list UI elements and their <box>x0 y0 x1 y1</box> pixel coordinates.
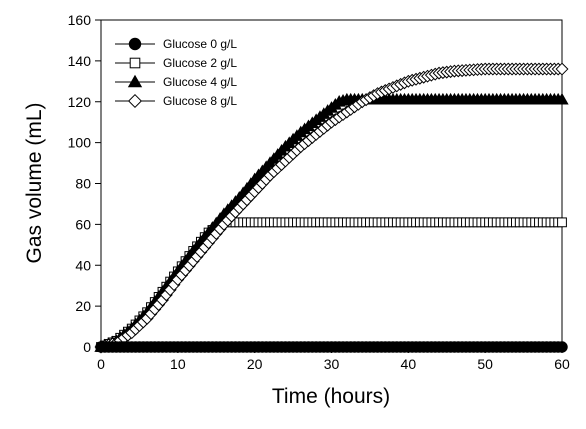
x-tick-label: 10 <box>170 356 186 372</box>
series-layer <box>94 62 569 354</box>
y-tick-label: 140 <box>68 53 92 69</box>
legend-label: Glucose 8 g/L <box>163 94 237 108</box>
y-tick-label: 40 <box>75 257 91 273</box>
x-tick-label: 60 <box>554 356 570 372</box>
legend-marker <box>129 57 141 69</box>
legend-marker <box>127 93 143 109</box>
legend-item: Glucose 8 g/L <box>115 93 237 109</box>
y-axis-title: Gas volume (mL) <box>23 102 46 263</box>
y-tick-label: 100 <box>68 135 92 151</box>
legend-marker <box>127 74 143 88</box>
y-tick-label: 0 <box>83 339 91 355</box>
legend-label: Glucose 4 g/L <box>163 75 237 89</box>
legend-label: Glucose 0 g/L <box>163 37 237 51</box>
x-axis-title: Time (hours) <box>272 385 390 408</box>
ticks-layer: 0 10 20 30 40 50 60 0 20 40 60 80 100 120 140 160 <box>68 12 570 372</box>
legend-label: Glucose 2 g/L <box>163 56 237 70</box>
y-tick-label: 120 <box>68 94 92 110</box>
x-tick-label: 30 <box>324 356 340 372</box>
y-tick-label: 160 <box>68 12 92 28</box>
y-tick-label: 80 <box>75 176 91 192</box>
legend-item: Glucose 0 g/L <box>115 37 237 51</box>
x-tick-label: 20 <box>247 356 263 372</box>
y-tick-label: 60 <box>75 216 91 232</box>
legend-item: Glucose 2 g/L <box>115 56 237 70</box>
legend: Glucose 0 g/L Glucose 2 g/L Glucose 4 g/L G… <box>115 37 237 109</box>
series-glucose-0-g-l <box>95 341 568 353</box>
data-point <box>555 92 569 105</box>
x-tick-label: 0 <box>97 356 105 372</box>
data-point <box>555 62 569 76</box>
data-point <box>557 217 567 228</box>
x-tick-label: 40 <box>401 356 417 372</box>
x-tick-label: 50 <box>477 356 493 372</box>
legend-item: Glucose 4 g/L <box>115 74 237 89</box>
y-tick-label: 20 <box>75 298 91 314</box>
legend-marker <box>128 37 142 51</box>
